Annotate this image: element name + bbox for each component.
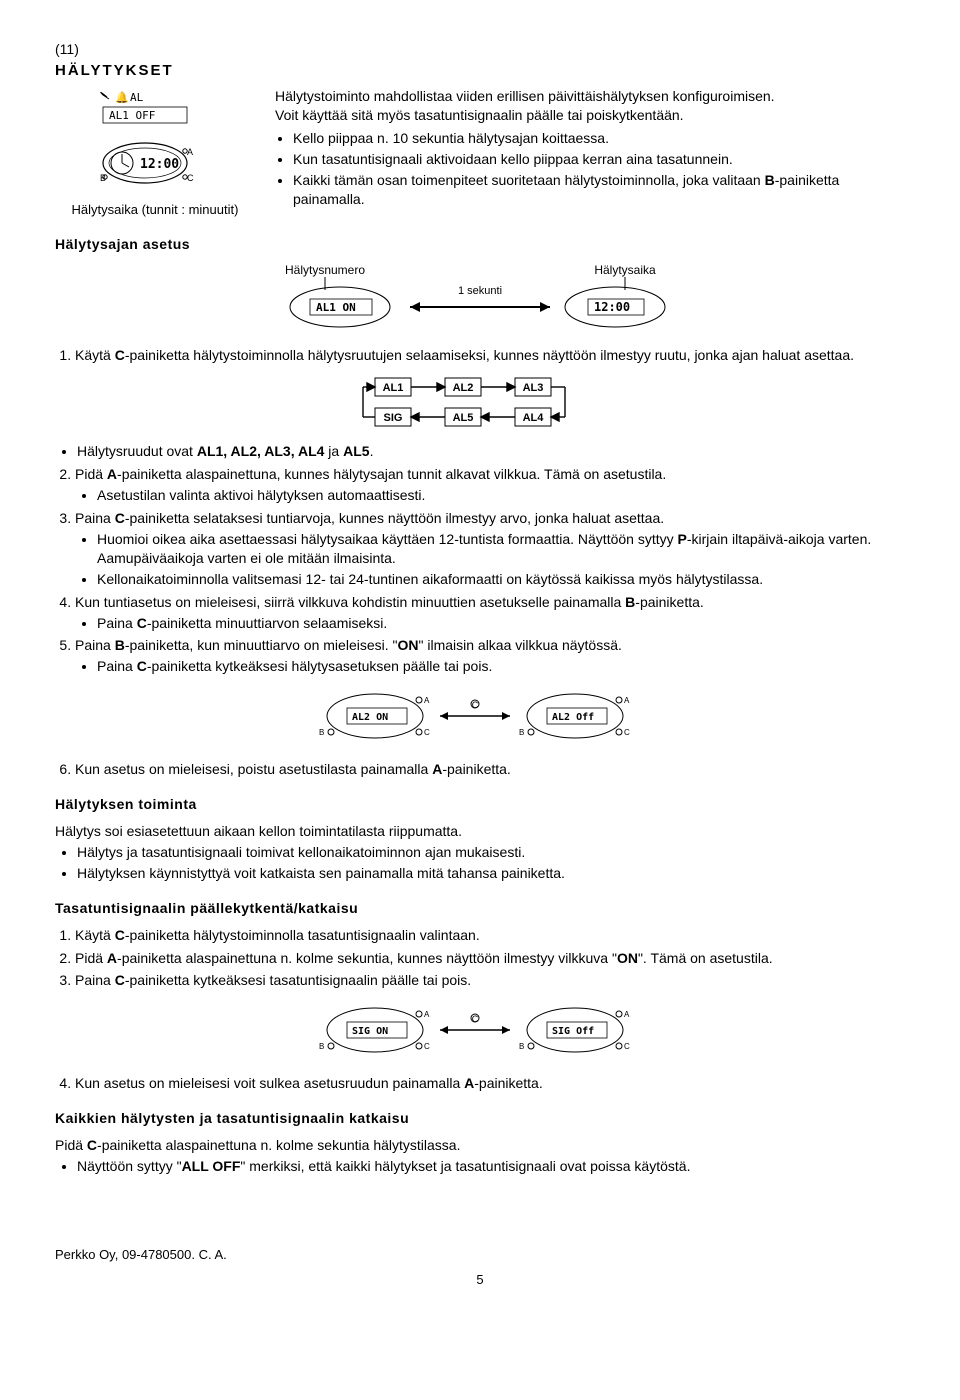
svg-text:AL1 ON: AL1 ON: [316, 301, 356, 314]
intro-watch-figure: 🔔 AL AL1 OFF 12:00 A C B Hälytys: [55, 87, 255, 219]
svg-text:AL2 Off: AL2 Off: [552, 712, 594, 723]
watch-pair-1: AL2 ON A C B C AL2 Off A C B: [55, 686, 905, 746]
footer-page: 5: [55, 1271, 905, 1289]
setting-step-4: Kun tuntiasetus on mieleisesi, siirrä vi…: [75, 593, 905, 633]
svg-text:A: A: [424, 1010, 430, 1019]
setting-step-1: Käytä C-painiketta hälytystoiminnolla hä…: [75, 346, 905, 365]
alarm-set-diagram: Hälytysnumero AL1 ON 1 sekunti Hälytysai…: [55, 262, 905, 332]
svg-text:Hälytysaika: Hälytysaika: [594, 263, 656, 277]
alloff-heading: Kaikkien hälytysten ja tasatuntisignaali…: [55, 1109, 905, 1128]
operation-heading: Hälytyksen toiminta: [55, 795, 905, 814]
svg-text:B: B: [319, 728, 324, 737]
svg-text:AL2: AL2: [453, 382, 474, 394]
intro-bullet-1: Kello piippaa n. 10 sekuntia hälytysajan…: [293, 129, 905, 148]
intro-caption: Hälytysaika (tunnit : minuutit): [55, 201, 255, 219]
svg-text:C: C: [187, 173, 194, 183]
setting-step-5: Paina B-painiketta, kun minuuttiarvo on …: [75, 636, 905, 676]
svg-text:1 sekunti: 1 sekunti: [458, 285, 502, 297]
intro-lead-2: Voit käyttää sitä myös tasatuntisignaali…: [275, 106, 905, 125]
setting-step-3-sub2: Kellonaikatoiminnolla valitsemasi 12- ta…: [97, 570, 905, 589]
setting-step-6: Kun asetus on mieleisesi, poistu asetust…: [75, 760, 905, 779]
hourly-s1: Käytä C-painiketta hälytystoiminnolla ta…: [75, 926, 905, 945]
svg-text:C: C: [424, 1042, 430, 1051]
footer-left: Perkko Oy, 09-4780500. C. A.: [55, 1246, 905, 1264]
watch-face-icon: 🔔 AL AL1 OFF 12:00 A C B: [55, 87, 235, 197]
setting-seq-note: Hälytysruudut ovat AL1, AL2, AL3, AL4 ja…: [77, 442, 905, 461]
svg-text:AL2 ON: AL2 ON: [352, 712, 388, 723]
setting-heading: Hälytysajan asetus: [55, 235, 905, 254]
alloff-b1: Näyttöön syttyy "ALL OFF" merkiksi, että…: [77, 1157, 905, 1176]
svg-text:C: C: [624, 728, 630, 737]
svg-text:AL5: AL5: [453, 412, 474, 424]
svg-text:SIG: SIG: [384, 412, 403, 424]
operation-b1: Hälytys ja tasatuntisignaali toimivat ke…: [77, 843, 905, 862]
svg-text:C: C: [624, 1042, 630, 1051]
hourly-s4: Kun asetus on mieleisesi voit sulkea ase…: [75, 1074, 905, 1093]
main-title: HÄLYTYKSET: [55, 61, 905, 81]
svg-text:12:00: 12:00: [594, 300, 630, 314]
svg-text:AL1: AL1: [383, 382, 404, 394]
svg-text:12:00: 12:00: [140, 157, 179, 172]
svg-text:AL4: AL4: [523, 412, 545, 424]
operation-line1: Hälytys soi esiasetettuun aikaan kellon …: [55, 822, 905, 841]
setting-step-2-sub: Asetustilan valinta aktivoi hälytyksen a…: [97, 486, 905, 505]
setting-step-5-sub: Paina C-painiketta kytkeäksesi hälytysas…: [97, 657, 905, 676]
watch-pair-2: SIG ON A C B C SIG Off A C B: [55, 1000, 905, 1060]
operation-b2: Hälytyksen käynnistyttyä voit katkaista …: [77, 864, 905, 883]
svg-text:AL1 OFF: AL1 OFF: [109, 109, 155, 122]
svg-text:SIG ON: SIG ON: [352, 1026, 388, 1037]
svg-text:AL3: AL3: [523, 382, 544, 394]
svg-text:Hälytysnumero: Hälytysnumero: [285, 263, 365, 277]
setting-step-3: Paina C-painiketta selataksesi tuntiarvo…: [75, 509, 905, 589]
page-marker: (11): [55, 40, 905, 59]
svg-text:C: C: [424, 728, 430, 737]
intro-bullet-3: Kaikki tämän osan toimenpiteet suoriteta…: [293, 171, 905, 209]
hourly-s2: Pidä A-painiketta alaspainettuna n. kolm…: [75, 949, 905, 968]
intro-lead-1: Hälytystoiminto mahdollistaa viiden eril…: [275, 87, 905, 106]
alloff-line: Pidä C-painiketta alaspainettuna n. kolm…: [55, 1136, 905, 1155]
intro-bullet-2: Kun tasatuntisignaali aktivoidaan kello …: [293, 150, 905, 169]
setting-step-4-sub: Paina C-painiketta minuuttiarvon selaami…: [97, 614, 905, 633]
svg-text:A: A: [624, 696, 630, 705]
svg-text:B: B: [519, 728, 524, 737]
setting-step-3-sub1: Huomioi oikea aika asettaessasi hälytysa…: [97, 530, 905, 568]
svg-text:A: A: [187, 147, 193, 157]
svg-text:SIG Off: SIG Off: [552, 1026, 594, 1037]
svg-text:🔔: 🔔: [115, 91, 129, 104]
svg-text:B: B: [319, 1042, 324, 1051]
alarm-sequence-diagram: AL1 AL2 AL3 SIG AL5 AL4: [55, 372, 905, 432]
intro-text: Hälytystoiminto mahdollistaa viiden eril…: [275, 87, 905, 219]
svg-text:B: B: [519, 1042, 524, 1051]
svg-text:A: A: [424, 696, 430, 705]
setting-step-2: Pidä A-painiketta alaspainettuna, kunnes…: [75, 465, 905, 505]
svg-text:A: A: [624, 1010, 630, 1019]
hourly-s3: Paina C-painiketta kytkeäksesi tasatunti…: [75, 971, 905, 990]
svg-text:AL: AL: [130, 91, 144, 104]
hourly-heading: Tasatuntisignaalin päällekytkentä/katkai…: [55, 899, 905, 918]
